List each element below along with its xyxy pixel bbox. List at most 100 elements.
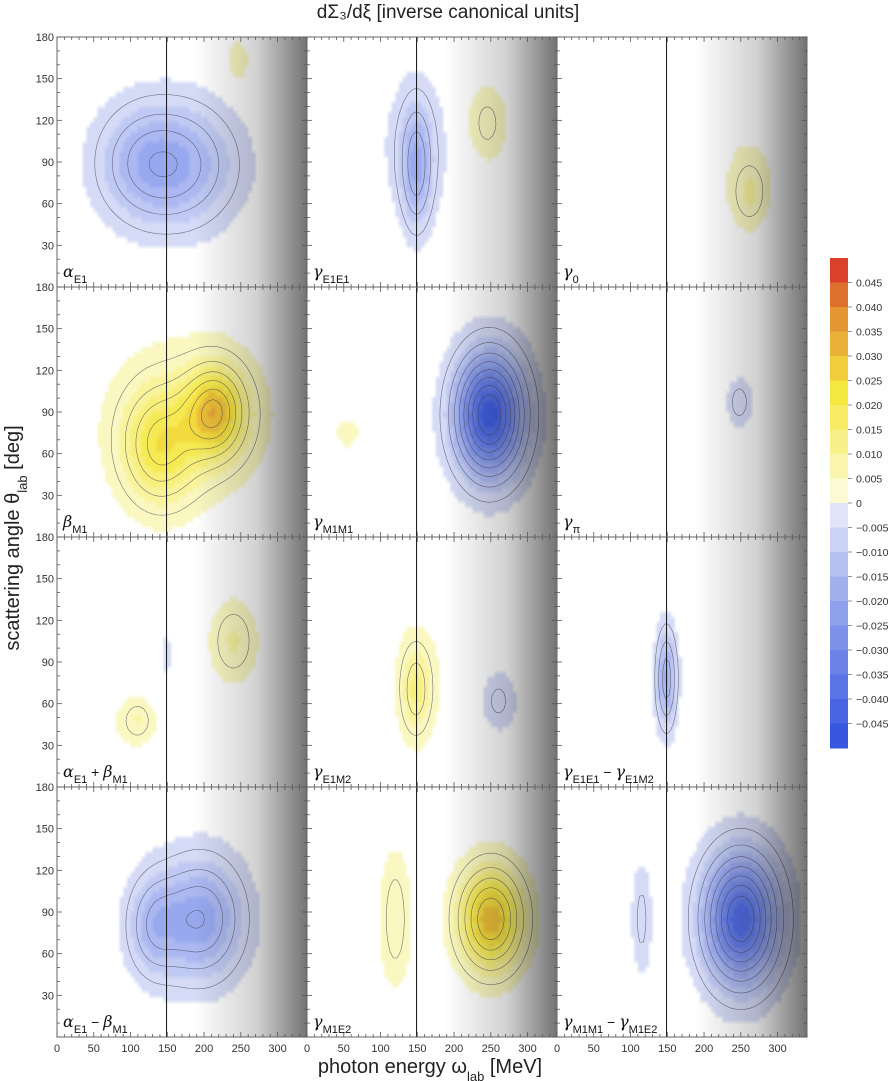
panel-10-label: αE1 − βM1 — [63, 1012, 128, 1036]
panel-shading — [557, 287, 807, 537]
colorbar-cell — [830, 454, 848, 479]
panel-12: γM1M1 − γM1E2 — [556, 786, 808, 1038]
panel-shading — [557, 537, 807, 787]
y-tick-label: 90 — [42, 157, 54, 169]
panel-5: γM1M1 — [306, 286, 558, 538]
colorbar-tick-label: 0.015 — [856, 425, 882, 437]
panel-ticks — [306, 786, 558, 1038]
panel-10: αE1 − βM1 — [56, 786, 308, 1038]
x-tick-label: 250 — [732, 1043, 750, 1055]
colorbar-cell — [830, 527, 848, 553]
x-tick-label: 50 — [88, 1043, 100, 1055]
colorbar-tick-label: −0.040 — [856, 694, 889, 706]
colorbar-cell — [830, 478, 848, 504]
y-tick-label: 180 — [36, 532, 54, 544]
colorbar-cell — [830, 356, 848, 381]
panel-8: γE1M2 — [306, 536, 558, 788]
colorbar-tick-label: 0.040 — [856, 302, 882, 314]
colorbar-cell — [830, 405, 848, 430]
panel-shading — [307, 37, 557, 287]
panel-5-label: γM1M1 — [313, 512, 353, 536]
panel-9: γE1E1 − γE1M2 — [556, 536, 808, 788]
colorbar-tick-label: 0.025 — [856, 376, 882, 388]
y-tick-label: 120 — [36, 615, 54, 627]
y-tick-label: 60 — [42, 199, 54, 211]
x-tick-label: 0 — [54, 1043, 60, 1055]
panel-shading — [57, 537, 307, 787]
y-tick-label: 30 — [42, 990, 54, 1002]
colorbar-tick-label: −0.005 — [856, 523, 889, 535]
panel-11-label: γM1E2 — [313, 1012, 351, 1036]
panel-ticks — [56, 786, 308, 1038]
colorbar-cell — [830, 674, 848, 700]
y-tick-label: 150 — [36, 574, 54, 586]
colorbar-tick-label: −0.030 — [856, 645, 889, 657]
colorbar-cell — [830, 699, 848, 724]
panel-shading — [57, 787, 307, 1037]
x-tick-label: 50 — [338, 1043, 350, 1055]
panel-shading — [557, 37, 807, 287]
panel-7-label: αE1 + βM1 — [63, 762, 128, 786]
panel-12-label: γM1M1 − γM1E2 — [563, 1012, 657, 1036]
x-tick-label: 100 — [121, 1043, 139, 1055]
y-tick-label: 120 — [36, 865, 54, 877]
panel-9-label: γE1E1 − γE1M2 — [563, 762, 654, 786]
panel-7: αE1 + βM1 — [56, 536, 308, 788]
panel-1-label: αE1 — [63, 262, 87, 286]
x-tick-label: 150 — [658, 1043, 676, 1055]
colorbar-tick-label: 0.035 — [856, 327, 882, 339]
panel-ticks — [556, 286, 808, 538]
colorbar-cell — [830, 429, 848, 455]
x-tick-label: 0 — [304, 1043, 310, 1055]
colorbar-cell — [830, 723, 848, 749]
colorbar-tick-label: −0.045 — [856, 719, 889, 731]
y-tick-label: 150 — [36, 74, 54, 86]
panel-shading — [57, 287, 307, 537]
panel-2: γE1E1 — [306, 36, 558, 288]
colorbar-cell — [830, 650, 848, 675]
colorbar-tick-label: −0.035 — [856, 670, 889, 682]
y-tick-label: 60 — [42, 699, 54, 711]
x-tick-label: 50 — [588, 1043, 600, 1055]
x-tick-label: 150 — [158, 1043, 176, 1055]
panel-ticks — [556, 786, 808, 1038]
figure-title: dΣ₃/dξ [inverse canonical units] — [317, 2, 579, 23]
y-tick-label: 150 — [36, 824, 54, 836]
axes-layer: 30 60 90 120 150 180 30 60 90 120 150 180 30 60 90 120 1… — [36, 32, 787, 1055]
y-tick-label: 90 — [42, 407, 54, 419]
panel-shading — [57, 37, 307, 287]
colorbar-cell — [830, 552, 848, 577]
panel-ticks — [556, 536, 808, 788]
panel-shading — [307, 287, 557, 537]
colorbar-cell — [830, 576, 848, 602]
y-tick-label: 120 — [36, 365, 54, 377]
colorbar: 0.045 0.040 0.035 0.030 0.025 0.020 0.015 0.010… — [830, 258, 889, 749]
x-tick-label: 300 — [768, 1043, 786, 1055]
y-tick-label: 30 — [42, 740, 54, 752]
panel-ticks — [56, 36, 308, 288]
colorbar-cell — [830, 331, 848, 357]
y-tick-label: 90 — [42, 657, 54, 669]
x-axis-title-sub: lab — [467, 1069, 484, 1081]
x-tick-label: 150 — [408, 1043, 426, 1055]
panel-4: βM1 — [56, 286, 308, 538]
y-axis-title: scattering angle θlab [deg] — [2, 425, 30, 650]
x-tick-label: 200 — [195, 1043, 213, 1055]
panel-6: γπ — [556, 286, 808, 538]
colorbar-cell — [830, 503, 848, 528]
panel-11: γM1E2 — [306, 786, 558, 1038]
colorbar-tick-label: −0.025 — [856, 621, 889, 633]
y-tick-label: 60 — [42, 949, 54, 961]
colorbar-tick-label: 0 — [856, 498, 862, 510]
panel-shading — [557, 787, 807, 1037]
x-axis-title-unit: [MeV] — [484, 1056, 542, 1078]
panel-1: αE1 — [56, 36, 308, 288]
colorbar-cell — [830, 380, 848, 406]
colorbar-tick-label: 0.045 — [856, 278, 882, 290]
x-tick-label: 250 — [232, 1043, 250, 1055]
y-tick-label: 180 — [36, 32, 54, 44]
colorbar-cell — [830, 601, 848, 626]
colorbar-tick-label: −0.010 — [856, 547, 889, 559]
colorbar-tick-label: 0.020 — [856, 400, 882, 412]
